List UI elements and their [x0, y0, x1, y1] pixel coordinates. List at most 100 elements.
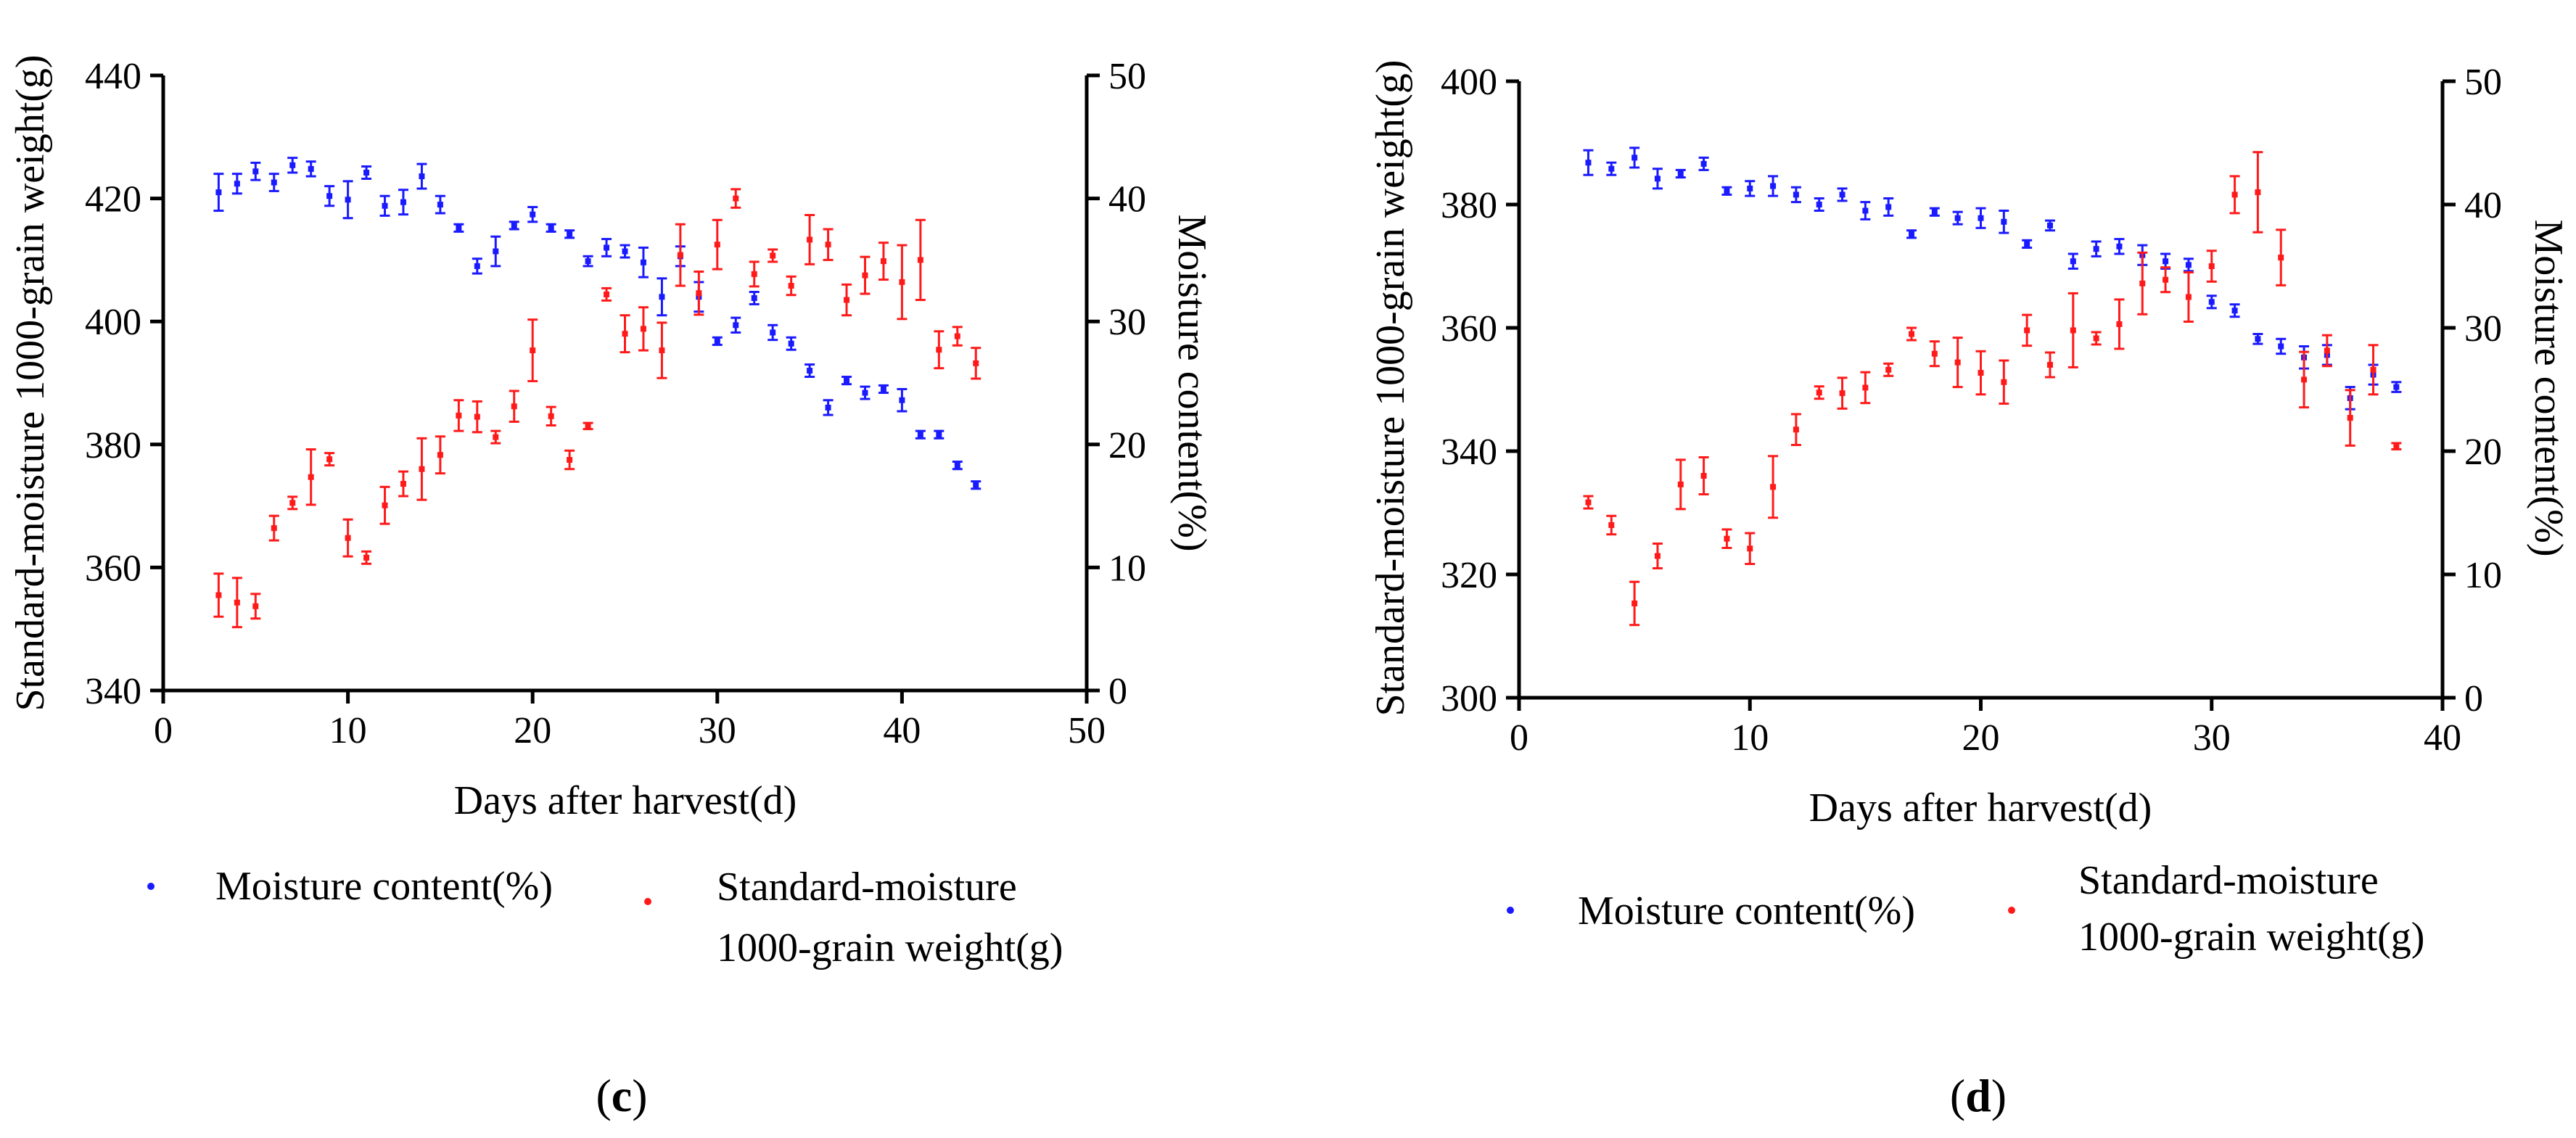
x-tick-label: 40	[2424, 717, 2461, 759]
point-marker	[1700, 473, 1707, 479]
data-point-weight	[1790, 413, 1801, 446]
panel-d: 0 10 20 30 40 300 320 340 360 380 400 0 10 20 30 40 50 S…	[1368, 59, 2571, 1121]
data-point-moisture	[971, 480, 982, 490]
point-marker	[2093, 246, 2099, 252]
point-marker	[1631, 154, 1638, 161]
data-point-moisture	[731, 316, 741, 334]
data-point-moisture	[527, 205, 538, 223]
y-axis-left-title: Standard-moisture 1000-grain weight(g)	[1368, 59, 1413, 716]
data-point-weight	[823, 228, 834, 261]
data-point-moisture	[897, 387, 908, 413]
point-marker	[252, 168, 259, 175]
point-marker	[622, 331, 628, 337]
data-point-moisture	[546, 223, 556, 233]
data-point-moisture	[1906, 229, 1917, 239]
data-point-weight	[1929, 340, 1940, 368]
point-marker	[2347, 415, 2353, 421]
data-point-weight	[1837, 376, 1848, 410]
data-point-moisture	[1860, 201, 1871, 220]
point-marker	[1885, 204, 1892, 210]
point-marker	[345, 535, 351, 541]
data-point-moisture	[823, 399, 834, 416]
data-point-moisture	[2091, 240, 2102, 257]
data-point-weight	[2183, 271, 2194, 323]
point-marker	[917, 257, 923, 263]
data-point-weight	[527, 318, 538, 382]
point-marker	[1724, 188, 1730, 194]
point-marker	[1954, 359, 1961, 366]
data-point-weight	[268, 514, 279, 542]
y-tick-left-label: 420	[85, 179, 141, 220]
point-marker	[585, 423, 591, 429]
y-tick-left-label: 400	[1441, 62, 1497, 103]
point-marker	[1954, 215, 1961, 221]
y-tick-right-label: 40	[2464, 185, 2502, 226]
legend-label-weight-line1: Standard-moisture	[2078, 858, 2379, 903]
x-tick-label: 30	[2193, 717, 2231, 759]
data-point-weight	[379, 485, 390, 525]
data-point-weight	[1675, 458, 1686, 511]
data-point-weight	[2067, 292, 2078, 368]
point-marker	[511, 403, 517, 410]
point-marker	[1839, 191, 1845, 198]
point-marker	[215, 592, 222, 598]
data-point-weight	[805, 213, 815, 265]
data-point-weight	[2114, 298, 2125, 350]
y-tick-left-label: 380	[1441, 185, 1497, 226]
point-marker	[788, 340, 794, 347]
data-point-weight	[712, 218, 723, 271]
point-marker	[2393, 384, 2400, 390]
data-point-weight	[1883, 362, 1894, 377]
x-tick-label: 0	[154, 710, 173, 751]
point-marker	[252, 603, 259, 609]
data-point-weight	[878, 242, 889, 281]
point-marker	[2001, 379, 2007, 385]
data-point-weight	[305, 448, 316, 506]
y-axis-right-title: Moisture content(%)	[1169, 215, 1214, 552]
data-point-weight	[416, 437, 427, 501]
point-marker	[234, 181, 240, 187]
legend-label-weight-line2: 1000-grain weight(g)	[717, 925, 1063, 970]
data-point-weight	[934, 330, 945, 370]
point-marker	[2324, 347, 2330, 354]
data-point-moisture	[2022, 239, 2033, 249]
data-point-weight	[2091, 331, 2102, 346]
point-marker	[1747, 185, 1753, 191]
legend-marker-weight	[644, 898, 651, 905]
point-marker	[363, 169, 370, 176]
data-point-weight	[1999, 359, 2009, 405]
data-point-weight	[2206, 250, 2217, 283]
data-point-weight	[546, 405, 556, 427]
point-marker	[271, 525, 277, 532]
data-point-moisture	[1606, 161, 1617, 176]
point-marker	[2139, 280, 2146, 286]
point-marker	[1862, 384, 1869, 391]
point-marker	[530, 347, 536, 354]
data-point-moisture	[768, 323, 778, 342]
legend-label-weight-line1: Standard-moisture	[717, 865, 1017, 910]
point-marker	[2278, 343, 2284, 350]
point-marker	[548, 413, 554, 419]
point-marker	[1654, 553, 1661, 559]
point-marker	[493, 248, 499, 255]
panel-label: (c)	[596, 1070, 647, 1121]
data-point-moisture	[1745, 180, 1756, 197]
data-point-moisture	[2391, 381, 2402, 393]
data-point-weight	[2368, 344, 2379, 396]
point-marker	[770, 252, 776, 259]
data-point-moisture	[2229, 303, 2240, 318]
point-marker	[899, 397, 905, 403]
data-point-moisture	[1768, 175, 1779, 197]
x-tick-label: 40	[883, 710, 921, 751]
data-point-moisture	[1583, 149, 1594, 176]
point-marker	[2278, 255, 2284, 261]
point-marker	[345, 197, 351, 203]
data-point-weight	[638, 306, 649, 352]
y-tick-left-label: 340	[85, 671, 141, 712]
point-marker	[1931, 350, 1938, 357]
point-marker	[1608, 165, 1615, 172]
point-marker	[2046, 362, 2053, 368]
data-point-weight	[342, 518, 353, 558]
data-point-weight	[231, 577, 242, 629]
